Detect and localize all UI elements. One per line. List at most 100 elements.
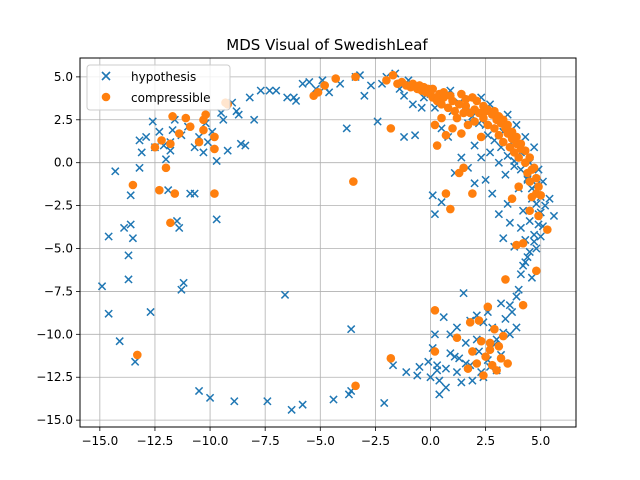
data-point-hypothesis [529,143,539,152]
data-point-compressible [503,359,512,368]
data-point-hypothesis [408,100,418,109]
data-point-compressible [525,153,535,162]
data-point-compressible [194,137,204,147]
data-point-hypothesis [166,146,175,155]
data-point-hypothesis [452,323,462,332]
data-point-compressible [331,74,341,83]
data-point-hypothesis [236,139,246,148]
data-point-hypothesis [437,198,446,207]
data-point-compressible [483,302,493,312]
data-point-hypothesis [115,337,124,346]
data-point-hypothesis [342,124,351,133]
legend-label-hypothesis: hypothesis [131,70,196,84]
data-point-compressible [454,100,464,109]
data-point-hypothesis [241,141,250,150]
data-point-hypothesis [219,115,228,124]
data-point-compressible [470,117,479,126]
data-point-hypothesis [130,357,140,366]
data-point-compressible [155,185,164,195]
data-point-compressible [461,101,471,111]
y-axis: −15.0 −12.5 −10.0 −7.5 −5.0 −2.5 0.0 2.5 5.0 [36,70,80,427]
data-point-hypothesis [536,232,545,241]
data-point-hypothesis [111,167,120,176]
data-point-compressible [507,194,517,204]
data-point-hypothesis [413,371,422,380]
data-point-hypothesis [492,335,501,344]
data-point-compressible [459,163,468,173]
data-point-compressible [386,124,396,133]
data-point-hypothesis [199,148,208,157]
data-point-hypothesis [347,325,356,334]
data-point-hypothesis [521,258,530,267]
data-point-hypothesis [446,330,455,339]
data-point-hypothesis [512,323,521,332]
x-tick-label: 5.0 [531,434,550,448]
data-point-compressible [452,113,462,123]
data-point-compressible [520,146,530,155]
data-point-compressible [543,225,552,234]
data-point-compressible [518,300,528,310]
legend-box [86,64,231,111]
x-tick-label: −12.5 [137,434,174,448]
data-point-hypothesis [417,103,426,112]
data-point-hypothesis [402,367,411,377]
data-point-hypothesis [190,189,199,198]
data-point-hypothesis [505,218,514,227]
data-point-compressible [170,189,180,198]
data-point-hypothesis [126,191,135,200]
data-point-compressible [492,366,501,375]
data-point-compressible [210,144,219,154]
data-point-compressible [443,103,453,113]
data-point-hypothesis [514,285,523,294]
data-point-hypothesis [424,357,433,366]
y-tick-label: −2.5 [44,199,73,213]
data-point-compressible [439,88,449,97]
data-point-compressible [465,318,475,327]
data-point-compressible [485,345,495,355]
data-point-compressible [534,211,543,221]
x-tick-label: −10.0 [192,434,229,448]
data-point-compressible [441,189,451,198]
data-point-hypothesis [503,151,512,160]
data-point-hypothesis [283,93,292,102]
data-point-hypothesis [485,148,495,157]
data-point-compressible [201,110,210,119]
data-point-hypothesis [179,278,188,287]
data-point-hypothesis [104,309,113,318]
data-point-hypothesis [430,103,440,112]
data-point-compressible [476,132,486,142]
data-point-hypothesis [496,299,506,308]
data-point-hypothesis [435,376,444,385]
data-point-compressible [472,359,482,368]
data-point-compressible [133,350,142,360]
series-compressible [128,70,552,391]
data-point-compressible [157,136,166,145]
data-point-compressible [498,331,508,341]
data-point-hypothesis [441,383,451,392]
data-point-hypothesis [97,282,107,291]
data-point-hypothesis [525,247,534,257]
data-point-compressible [459,108,468,118]
data-point-compressible [128,180,138,190]
data-point-hypothesis [435,390,444,399]
data-point-hypothesis [534,220,543,229]
data-point-compressible [382,76,391,85]
data-point-hypothesis [549,211,559,221]
data-point-hypothesis [470,179,479,188]
data-point-hypothesis [146,307,155,317]
data-point-compressible [494,130,504,140]
data-point-hypothesis [512,120,521,130]
data-point-hypothesis [441,364,451,373]
data-point-hypothesis [516,270,526,279]
data-point-compressible [527,165,537,174]
data-point-hypothesis [119,223,129,233]
data-point-hypothesis [450,352,459,361]
data-point-hypothesis [415,362,424,372]
data-point-compressible [161,163,171,173]
data-point-compressible [490,124,499,133]
data-point-hypothesis [437,124,446,133]
data-point-compressible [481,352,490,361]
data-point-compressible [386,354,396,363]
data-point-hypothesis [545,194,554,203]
data-point-hypothesis [455,354,464,363]
